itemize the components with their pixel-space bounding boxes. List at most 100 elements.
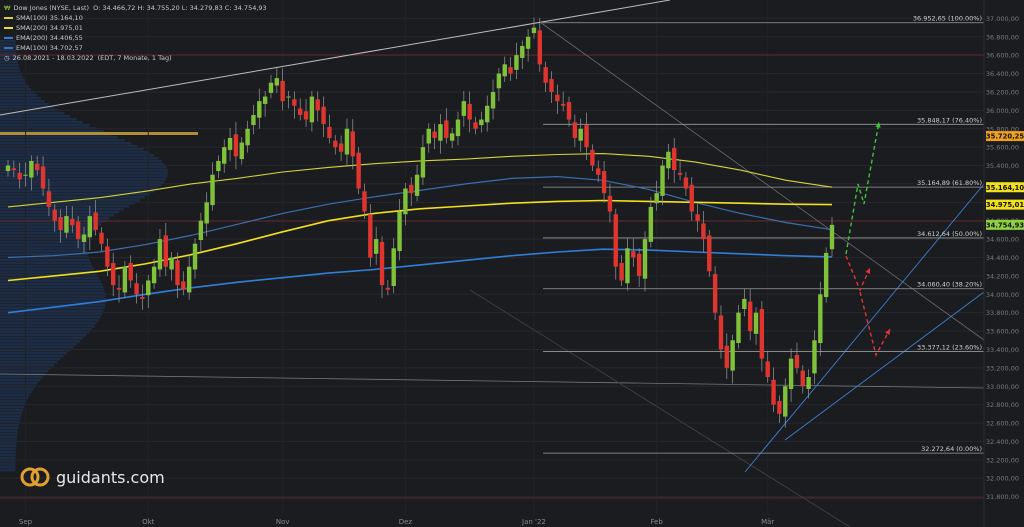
volume-profile-bar xyxy=(0,73,22,76)
y-tick-label: 33.000,00 xyxy=(986,383,1019,391)
volume-profile-bar xyxy=(0,55,17,58)
volume-profile-bar xyxy=(0,391,32,394)
candle-body xyxy=(105,246,110,267)
sma200-line xyxy=(7,199,833,282)
candle-body xyxy=(806,377,811,390)
volume-profile-bar xyxy=(0,304,106,307)
volume-profile-bar xyxy=(0,412,22,415)
legend-sma200[interactable]: SMA(200) 34.975,01 xyxy=(4,23,267,33)
volume-profile-bar xyxy=(0,253,88,256)
candle-body xyxy=(473,122,478,129)
candle-body xyxy=(596,168,601,175)
volume-profile-bar xyxy=(0,364,55,367)
candle-body xyxy=(742,298,747,309)
volume-profile-bar xyxy=(0,388,34,391)
volume-profile-bar xyxy=(0,241,88,244)
bearish-scenario-arrow-1 xyxy=(845,255,871,292)
candle-body xyxy=(268,82,274,93)
volume-profile-bar xyxy=(0,298,106,301)
candle-body xyxy=(631,251,636,258)
candle-body xyxy=(514,55,519,70)
candle-body xyxy=(590,149,595,166)
volume-profile-bar xyxy=(0,181,165,184)
candle-body xyxy=(64,216,69,233)
y-tick-label: 32.600,00 xyxy=(986,420,1019,428)
candle-body xyxy=(23,174,28,176)
volume-profile-bar xyxy=(0,355,64,358)
fib-level-label: 34.060,40 (38.20%) xyxy=(917,281,982,289)
candle-body xyxy=(549,79,554,92)
volume-profile-bar xyxy=(0,136,118,139)
instrument-icon: ₩ xyxy=(4,4,11,12)
candle-body xyxy=(794,354,800,368)
candle-body xyxy=(350,131,355,157)
candle-body xyxy=(730,340,735,371)
volume-profile-bar xyxy=(0,289,105,292)
candle-body xyxy=(251,114,256,126)
candle-body xyxy=(11,168,17,171)
volume-profile-bar xyxy=(0,82,27,85)
candle-body xyxy=(17,172,22,180)
volume-profile-bar xyxy=(0,172,168,175)
x-tick-label: Mär xyxy=(761,518,774,526)
volume-profile-bar xyxy=(0,310,104,313)
candle-body xyxy=(309,96,315,123)
candles xyxy=(5,17,835,428)
period-interval: (EDT, 7 Monate, 1 Tag) xyxy=(97,54,172,62)
legend-ema200[interactable]: EMA(200) 34.406,55 xyxy=(4,33,267,43)
candle-body xyxy=(227,137,233,150)
ema200-line xyxy=(7,248,833,314)
price-badge xyxy=(986,131,1024,142)
candle-body xyxy=(146,280,151,296)
bullish-scenario-arrow-head xyxy=(875,122,881,128)
volume-profile-bar xyxy=(0,94,38,97)
volume-profile-bar xyxy=(0,145,138,148)
volume-profile-bar xyxy=(0,376,43,379)
volume-profile-bar xyxy=(0,76,24,79)
candle-body xyxy=(257,101,262,118)
y-tick-label: 33.600,00 xyxy=(986,328,1019,336)
candle-body xyxy=(70,218,75,226)
x-tick-label: Feb xyxy=(650,518,663,526)
volume-profile-bar xyxy=(0,112,65,115)
guidants-logo[interactable]: guidants.com xyxy=(20,462,165,492)
rising-channel-lower xyxy=(784,291,985,441)
candle-body xyxy=(601,171,607,194)
candle-body xyxy=(479,119,484,126)
volume-profile-poc xyxy=(0,132,198,135)
volume-profile-bar xyxy=(0,229,95,232)
volume-profile-bar xyxy=(0,211,119,214)
candle-body xyxy=(315,99,320,111)
volume-profile-bar xyxy=(0,325,95,328)
volume-profile-bar xyxy=(0,151,150,154)
candle-body xyxy=(210,174,215,206)
candle-body xyxy=(333,140,338,148)
volume-profile-bar xyxy=(0,280,101,283)
y-tick-label: 33.800,00 xyxy=(986,309,1019,317)
volume-profile-bar xyxy=(0,421,20,424)
volume-profile-bar xyxy=(0,142,132,145)
ohlc-values: O: 34.466,72 H: 34.755,20 L: 34.279,83 C… xyxy=(93,4,267,12)
candle-body xyxy=(420,147,426,178)
candle-body xyxy=(262,96,268,104)
candle-body xyxy=(701,223,706,240)
candle-body xyxy=(292,99,297,106)
legend-sma100[interactable]: SMA(100) 35.164,10 xyxy=(4,13,267,23)
x-axis: Sep Okt Nov Dez Jan '22 Feb Mär xyxy=(19,518,775,526)
volume-profile-bar xyxy=(0,370,49,373)
candle-body xyxy=(368,214,373,258)
y-tick-label: 36.600,00 xyxy=(986,52,1019,60)
candle-body xyxy=(537,30,543,65)
volume-profile-bar xyxy=(0,88,32,91)
candle-body xyxy=(818,294,823,344)
volume-profile-bar xyxy=(0,340,80,343)
volume-profile-bar xyxy=(0,379,41,382)
y-tick-label: 36.800,00 xyxy=(986,33,1019,41)
candle-body xyxy=(204,202,209,224)
candle-body xyxy=(560,103,566,106)
legend-ema100[interactable]: EMA(100) 34.702,57 xyxy=(4,43,267,53)
volume-profile-bar xyxy=(0,85,29,88)
candle-body xyxy=(449,133,455,141)
fib-level-label: 35.164,89 (61.80%) xyxy=(917,179,982,187)
